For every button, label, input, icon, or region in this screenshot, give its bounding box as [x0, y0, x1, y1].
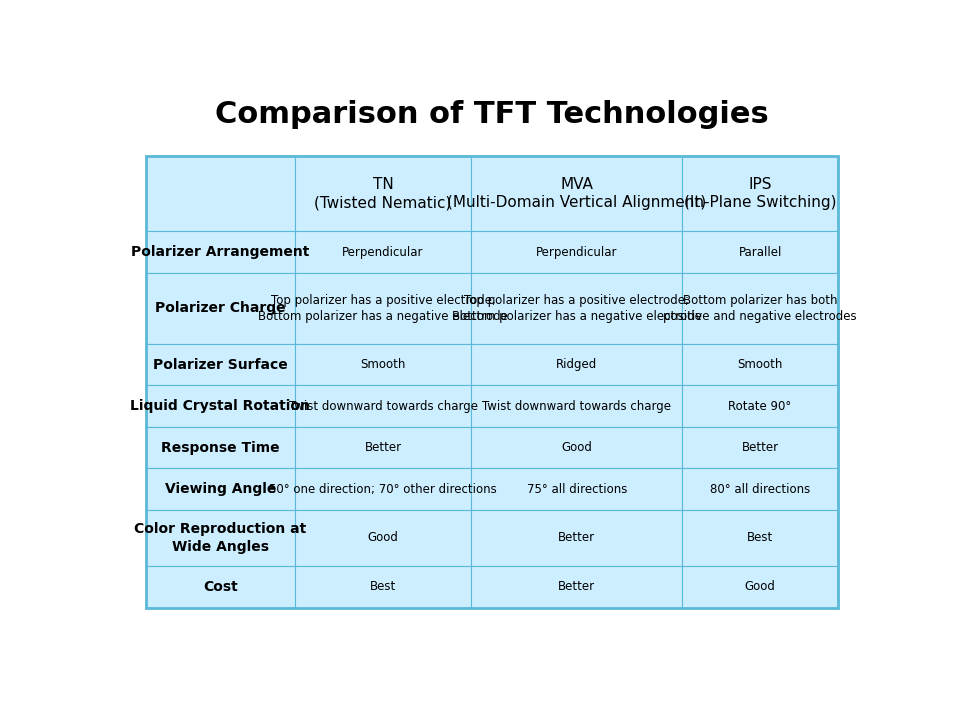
Text: Smooth: Smooth [737, 358, 782, 371]
Text: Top polarizer has a positive electrode;
Bottom polarizer has a negative electrod: Top polarizer has a positive electrode; … [258, 294, 508, 323]
Bar [146, 156, 295, 231]
Bar [146, 156, 838, 608]
Text: MVA
(Multi-Domain Vertical Alignment): MVA (Multi-Domain Vertical Alignment) [447, 176, 707, 210]
Text: Polarizer Charge: Polarizer Charge [156, 302, 286, 315]
Text: Good: Good [745, 580, 776, 593]
Bar [295, 156, 471, 231]
Bar [683, 566, 838, 608]
Bar [683, 510, 838, 566]
Text: Perpendicular: Perpendicular [536, 246, 617, 258]
Bar [683, 385, 838, 427]
Bar [146, 427, 295, 468]
Bar [146, 468, 295, 510]
Text: Rotate 90°: Rotate 90° [729, 400, 792, 413]
Text: Better: Better [558, 580, 595, 593]
Text: Twist downward towards charge: Twist downward towards charge [482, 400, 671, 413]
Bar [471, 343, 683, 385]
Bar [295, 343, 471, 385]
Text: Smooth: Smooth [360, 358, 406, 371]
Bar [295, 510, 471, 566]
Text: Polarizer Surface: Polarizer Surface [153, 358, 288, 372]
Text: IPS
(In-Plane Switching): IPS (In-Plane Switching) [684, 176, 836, 210]
Bar [471, 273, 683, 343]
Bar [683, 427, 838, 468]
Bar [295, 566, 471, 608]
Bar [295, 231, 471, 273]
Bar [295, 468, 471, 510]
Bar [471, 385, 683, 427]
Text: Response Time: Response Time [161, 441, 279, 454]
Bar [471, 566, 683, 608]
Bar [146, 231, 295, 273]
Bar [471, 156, 683, 231]
Text: Good: Good [368, 531, 398, 544]
Text: Bottom polarizer has both
positive and negative electrodes: Bottom polarizer has both positive and n… [663, 294, 857, 323]
Bar [471, 231, 683, 273]
Text: Comparison of TFT Technologies: Comparison of TFT Technologies [215, 99, 769, 129]
Text: Top polarizer has a positive electrode;
Bottom polarizer has a negative electrod: Top polarizer has a positive electrode; … [452, 294, 702, 323]
Text: Good: Good [562, 441, 592, 454]
Text: Better: Better [558, 531, 595, 544]
Bar [146, 273, 295, 343]
Bar [295, 385, 471, 427]
Text: Cost: Cost [204, 580, 238, 594]
Text: Viewing Angle: Viewing Angle [165, 482, 276, 496]
Text: 75° all directions: 75° all directions [527, 482, 627, 495]
Bar [683, 273, 838, 343]
Bar [146, 566, 295, 608]
Bar [295, 427, 471, 468]
Bar [146, 510, 295, 566]
Text: Best: Best [747, 531, 773, 544]
Text: 80° all directions: 80° all directions [710, 482, 810, 495]
Text: Perpendicular: Perpendicular [343, 246, 423, 258]
Bar [683, 231, 838, 273]
Bar [683, 156, 838, 231]
Text: Color Reproduction at
Wide Angles: Color Reproduction at Wide Angles [134, 522, 306, 554]
Bar [146, 385, 295, 427]
Bar [471, 510, 683, 566]
Bar [295, 273, 471, 343]
Text: Liquid Crystal Rotation: Liquid Crystal Rotation [131, 399, 310, 413]
Bar [683, 468, 838, 510]
Text: 50° one direction; 70° other directions: 50° one direction; 70° other directions [269, 482, 497, 495]
Text: Better: Better [741, 441, 779, 454]
Text: TN
(Twisted Nematic): TN (Twisted Nematic) [314, 176, 452, 210]
Text: Better: Better [365, 441, 401, 454]
Text: Polarizer Arrangement: Polarizer Arrangement [132, 246, 310, 259]
Text: Parallel: Parallel [738, 246, 781, 258]
Bar [471, 427, 683, 468]
Text: Twist downward towards charge: Twist downward towards charge [289, 400, 477, 413]
Text: Best: Best [370, 580, 396, 593]
Bar [146, 343, 295, 385]
Text: Ridged: Ridged [556, 358, 597, 371]
Bar [471, 468, 683, 510]
Bar [683, 343, 838, 385]
